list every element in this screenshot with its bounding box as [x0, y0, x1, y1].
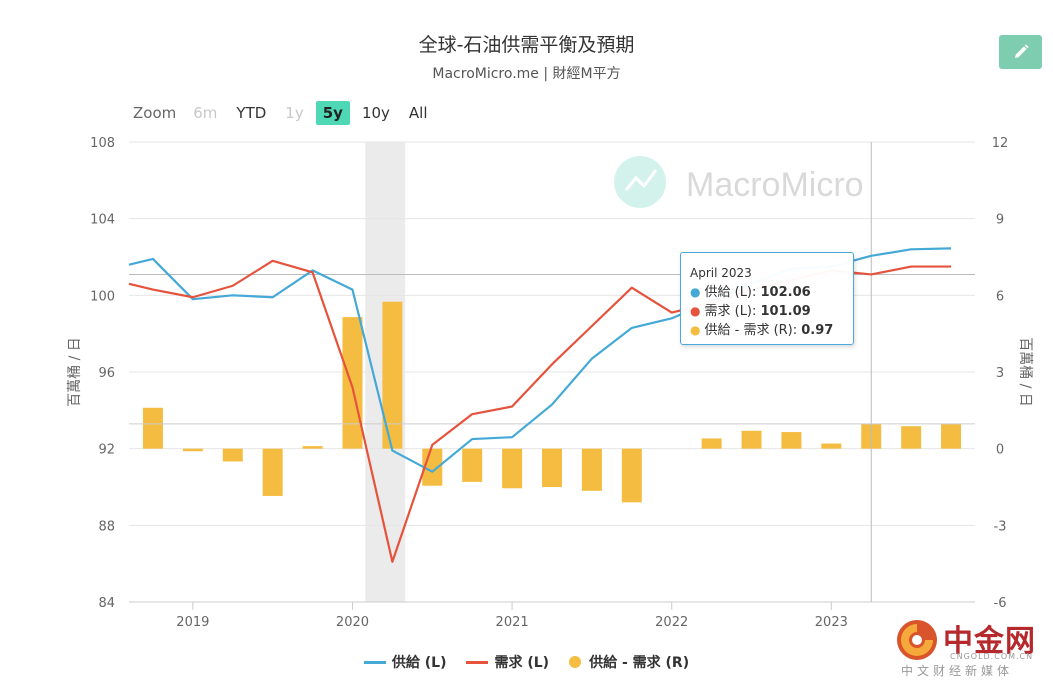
- legend-label-demand: 需求 (L): [494, 655, 550, 671]
- x-tick-label: 2022: [655, 615, 688, 630]
- balance-bar: [701, 438, 722, 449]
- balance-bar: [222, 448, 243, 462]
- right-tick-label: 6: [996, 289, 1004, 304]
- balance-bar: [502, 448, 523, 489]
- zoom-label: Zoom: [133, 104, 177, 122]
- trend-icon: [624, 169, 658, 191]
- dot-icon: ●: [690, 323, 701, 337]
- left-axis-title: 百萬桶 / 日: [67, 337, 83, 407]
- dot-icon: ●: [690, 304, 701, 318]
- left-tick-label: 88: [98, 519, 115, 534]
- zoom-6m-button[interactable]: 6m: [193, 104, 218, 122]
- line-swatch-icon: [363, 660, 386, 664]
- chart-legend: 供給 (L) 需求 (L) 供給 - 需求 (R): [0, 652, 1053, 672]
- legend-label-supply: 供給 (L): [391, 655, 447, 671]
- legend-item-supply[interactable]: 供給 (L): [363, 652, 447, 672]
- balance-bar: [941, 423, 962, 449]
- right-tick-label: 9: [996, 213, 1004, 228]
- tooltip-supply-value: 102.06: [760, 285, 811, 300]
- right-tick-label: 0: [996, 443, 1004, 458]
- left-tick-label: 100: [90, 289, 115, 304]
- right-tick-label: 3: [996, 366, 1004, 381]
- zoom-10y-button[interactable]: 10y: [361, 104, 390, 122]
- zoom-1y-button[interactable]: 1y: [285, 104, 304, 122]
- right-tick-label: 12: [992, 136, 1009, 151]
- tooltip-row-supply: ● 供給 (L): 102.06: [690, 283, 844, 302]
- tooltip-demand-value: 101.09: [760, 304, 811, 319]
- balance-bar: [262, 448, 283, 496]
- x-tick-label: 2023: [815, 615, 848, 630]
- brand-name: 中金网: [943, 624, 1036, 659]
- right-tick-label: -6: [994, 596, 1007, 611]
- watermark-logo: MacroMicro: [614, 156, 864, 208]
- legend-item-demand[interactable]: 需求 (L): [466, 652, 549, 672]
- watermark-text: MacroMicro: [686, 166, 864, 204]
- chart-tooltip: April 2023 ● 供給 (L): 102.06 ● 需求 (L): 101.…: [680, 252, 854, 345]
- balance-bar: [182, 448, 203, 452]
- right-tick-label: -3: [994, 519, 1007, 534]
- right-axis-title: 百萬桶 / 日: [1017, 337, 1033, 407]
- x-tick-label: 2021: [496, 615, 529, 630]
- tooltip-date: April 2023: [690, 266, 752, 280]
- legend-label-balance: 供給 - 需求 (R): [589, 655, 690, 671]
- balance-bar: [462, 448, 483, 482]
- balance-bar: [542, 448, 562, 487]
- balance-bar: [302, 446, 323, 449]
- balance-bar: [621, 448, 642, 503]
- balance-bar: [342, 317, 363, 449]
- legend-item-balance[interactable]: 供給 - 需求 (R): [569, 652, 689, 672]
- tooltip-balance-value: 0.97: [801, 323, 834, 338]
- x-tick-label: 2019: [176, 615, 209, 630]
- left-tick-label: 108: [90, 136, 115, 151]
- tooltip-row-demand: ● 需求 (L): 101.09: [690, 302, 844, 321]
- balance-bar: [901, 426, 922, 449]
- tooltip-balance-label: 供給 - 需求 (R):: [704, 323, 802, 338]
- macromicro-logo-icon: [614, 156, 666, 208]
- left-tick-label: 92: [98, 443, 115, 458]
- tooltip-row-balance: ● 供給 - 需求 (R): 0.97: [690, 321, 844, 340]
- pencil-icon: [1014, 44, 1029, 58]
- edit-button[interactable]: [999, 35, 1042, 69]
- zoom-all-button[interactable]: All: [408, 104, 428, 122]
- line-swatch-icon: [466, 660, 489, 664]
- balance-bar: [142, 407, 163, 449]
- chart-title: 全球-石油供需平衡及預期: [418, 34, 635, 56]
- cngold-brand: 中金网 CNGOLD.COM.CN 中文财经新媒体: [895, 616, 1045, 681]
- brand-slogan: 中文财经新媒体: [901, 664, 1014, 678]
- balance-bar: [581, 448, 602, 491]
- cngold-logo-icon: [897, 620, 937, 660]
- balance-bar: [821, 443, 842, 449]
- dot-icon: ●: [690, 285, 701, 299]
- left-tick-label: 84: [98, 596, 115, 611]
- tooltip-demand-label: 需求 (L):: [704, 304, 761, 319]
- zoom-ytd-button[interactable]: YTD: [236, 104, 267, 122]
- left-tick-label: 96: [98, 366, 115, 381]
- balance-bar: [781, 432, 802, 449]
- left-tick-label: 104: [90, 213, 115, 228]
- dot-swatch-icon: [569, 656, 582, 668]
- brand-url: CNGOLD.COM.CN: [950, 652, 1034, 661]
- x-tick-label: 2020: [336, 615, 369, 630]
- balance-bar: [741, 430, 762, 449]
- chart-subtitle: MacroMicro.me | 財經M平方: [432, 66, 621, 82]
- zoom-selector: Zoom 6m YTD 1y 5y 10y All: [133, 100, 440, 126]
- balance-bar: [382, 301, 403, 449]
- zoom-5y-button[interactable]: 5y: [315, 101, 350, 125]
- tooltip-supply-label: 供給 (L):: [704, 285, 761, 300]
